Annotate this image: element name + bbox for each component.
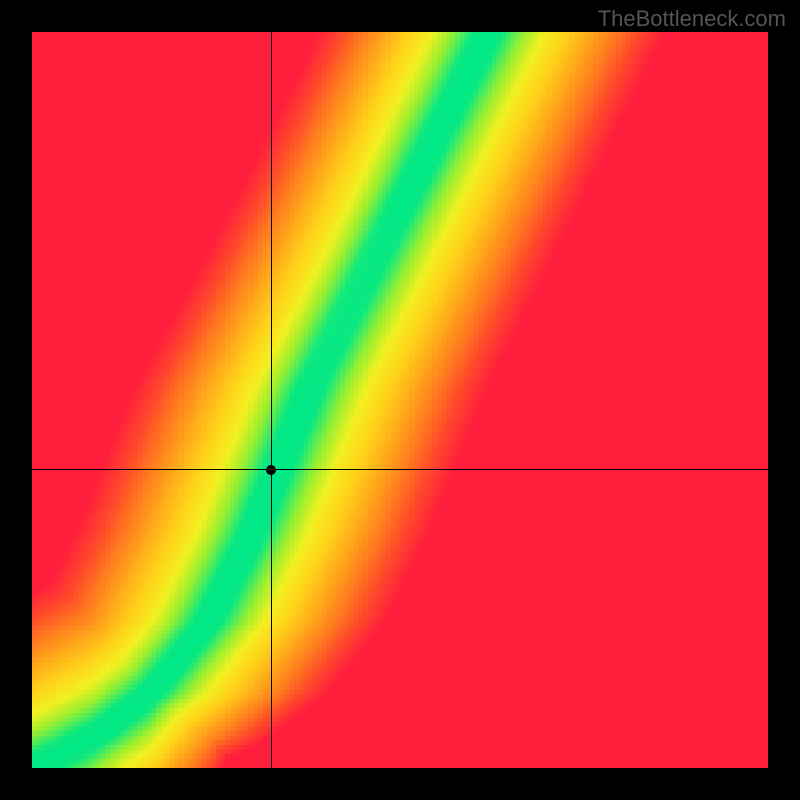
watermark-text: TheBottleneck.com — [598, 6, 786, 32]
crosshair-vertical — [271, 32, 272, 768]
crosshair-horizontal — [32, 469, 768, 470]
bottleneck-heatmap — [32, 32, 768, 768]
chart-container: TheBottleneck.com — [0, 0, 800, 800]
